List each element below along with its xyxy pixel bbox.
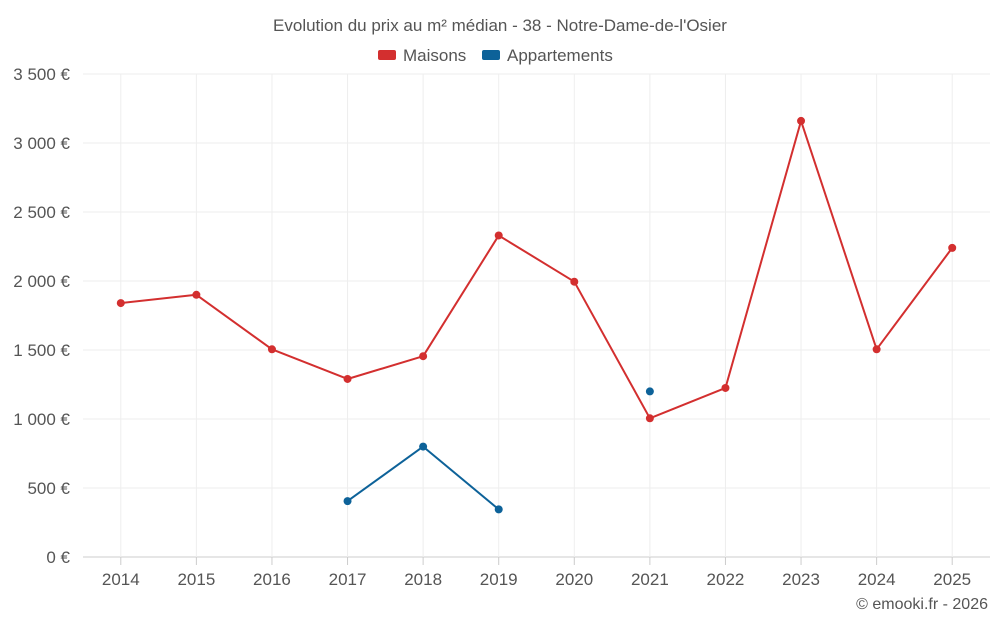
data-point-maisons-2022[interactable] <box>721 383 730 392</box>
x-tick-label: 2021 <box>631 570 669 589</box>
data-point-maisons-2018[interactable] <box>419 352 428 361</box>
data-point-maisons-2020[interactable] <box>570 277 579 286</box>
data-point-maisons-2025[interactable] <box>948 243 957 252</box>
data-point-maisons-2019[interactable] <box>494 231 503 240</box>
x-tick-label: 2023 <box>782 570 820 589</box>
y-tick-label: 1 500 € <box>13 341 70 360</box>
data-point-maisons-2023[interactable] <box>797 116 806 125</box>
legend-swatch-maisons <box>378 50 396 60</box>
data-point-appartements-2021[interactable] <box>645 387 654 396</box>
x-tick-label: 2025 <box>933 570 971 589</box>
legend-swatch-appartements <box>482 50 500 60</box>
y-axis: 0 € 500 € 1 000 € 1 500 € 2 000 € 2 500 € 3 00… <box>13 65 70 567</box>
x-tick-label: 2015 <box>177 570 215 589</box>
x-axis: 2014 2015 2016 2017 2018 2019 2020 2021 2022 2023… <box>102 557 971 589</box>
x-tick-label: 2017 <box>329 570 367 589</box>
y-tick-label: 0 € <box>46 548 70 567</box>
data-point-maisons-2021[interactable] <box>645 414 654 423</box>
data-point-maisons-2016[interactable] <box>267 345 276 354</box>
y-tick-label: 3 000 € <box>13 134 70 153</box>
data-point-appartements-2019[interactable] <box>494 505 503 514</box>
data-point-maisons-2017[interactable] <box>343 374 352 383</box>
x-tick-label: 2020 <box>555 570 593 589</box>
x-tick-label: 2019 <box>480 570 518 589</box>
chart-credit: © emooki.fr - 2026 <box>856 596 988 613</box>
chart-title: Evolution du prix au m² médian - 38 - No… <box>273 16 727 35</box>
y-tick-label: 500 € <box>27 479 70 498</box>
legend-label-maisons: Maisons <box>403 46 466 65</box>
data-point-maisons-2014[interactable] <box>116 299 125 308</box>
legend-label-appartements: Appartements <box>507 46 613 65</box>
series-maisons <box>116 116 957 423</box>
data-point-appartements-2017[interactable] <box>343 497 352 506</box>
y-tick-label: 2 000 € <box>13 272 70 291</box>
y-tick-label: 2 500 € <box>13 203 70 222</box>
legend: Maisons Appartements <box>378 46 613 65</box>
data-point-appartements-2018[interactable] <box>419 442 428 451</box>
series-appartements <box>343 387 654 514</box>
data-point-maisons-2024[interactable] <box>872 345 881 354</box>
series-line-maisons <box>120 119 954 420</box>
x-tick-label: 2016 <box>253 570 291 589</box>
chart-grid <box>83 73 990 558</box>
x-tick-label: 2018 <box>404 570 442 589</box>
x-tick-label: 2024 <box>858 570 896 589</box>
legend-item-appartements[interactable]: Appartements <box>482 46 613 65</box>
data-point-maisons-2015[interactable] <box>192 290 201 299</box>
y-tick-label: 1 000 € <box>13 410 70 429</box>
y-tick-label: 3 500 € <box>13 65 70 84</box>
chart-series <box>116 116 957 514</box>
x-tick-label: 2014 <box>102 570 140 589</box>
legend-item-maisons[interactable]: Maisons <box>378 46 466 65</box>
x-tick-label: 2022 <box>707 570 745 589</box>
